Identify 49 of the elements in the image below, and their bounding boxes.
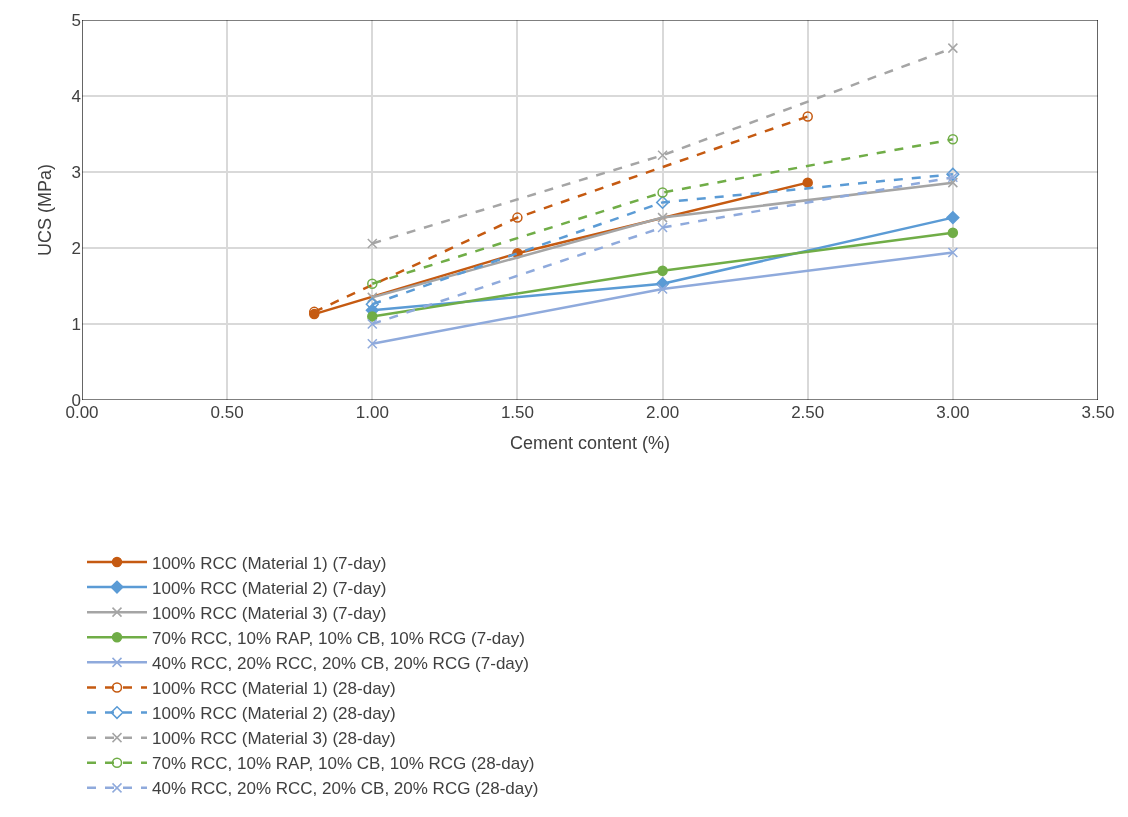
y-axis-title: UCS (MPa) xyxy=(34,163,55,257)
point xyxy=(947,227,959,239)
legend-label: 100% RCC (Material 2) (28-day) xyxy=(152,704,396,724)
point xyxy=(657,265,668,277)
point xyxy=(657,150,668,161)
x-axis-title: Cement content (%) xyxy=(509,433,671,454)
y-tick-label: 3 xyxy=(71,162,81,182)
point xyxy=(802,111,813,122)
point xyxy=(655,195,670,209)
point xyxy=(947,247,959,258)
point xyxy=(657,212,668,223)
legend-label: 40% RCC, 20% RCC, 20% CB, 20% RCG (28-day) xyxy=(152,779,539,799)
point xyxy=(365,297,379,311)
legend-label: 100% RCC (Material 3) (28-day) xyxy=(152,729,396,749)
legend-label: 100% RCC (Material 1) (7-day) xyxy=(152,553,387,573)
point xyxy=(947,172,959,183)
point xyxy=(367,238,378,249)
x-tick-label: 0.50 xyxy=(210,403,244,422)
point xyxy=(367,318,378,330)
x-tick-label: 1.00 xyxy=(355,403,389,422)
point xyxy=(512,212,523,223)
y-tick-label: 1 xyxy=(71,314,81,334)
point xyxy=(802,177,813,188)
legend-label: 70% RCC, 10% RAP, 10% CB, 10% RCG (7-day) xyxy=(152,628,525,648)
point xyxy=(367,311,378,322)
legend-label: 100% RCC (Material 1) (28-day) xyxy=(152,679,396,699)
legend-label: 70% RCC, 10% RAP, 10% CB, 10% RCG (28-day) xyxy=(152,754,535,774)
point xyxy=(657,283,668,295)
x-tick-label: 1.50 xyxy=(500,403,534,422)
point xyxy=(947,177,959,188)
point xyxy=(947,134,959,145)
legend-label: 100% RCC (Material 3) (7-day) xyxy=(152,603,387,623)
point xyxy=(367,292,378,303)
point xyxy=(367,278,378,289)
y-tick-label: 2 xyxy=(71,238,81,258)
point xyxy=(946,167,960,181)
x-tick-label: 3.50 xyxy=(1081,403,1115,422)
point xyxy=(947,42,959,54)
legend-label: 40% RCC, 20% RCC, 20% CB, 20% RCG (7-day) xyxy=(152,653,529,673)
y-tick-label: 4 xyxy=(71,86,81,106)
point xyxy=(367,338,378,350)
point xyxy=(657,222,668,233)
y-tick-label: 5 xyxy=(71,10,81,30)
x-tick-label: 2.50 xyxy=(791,403,825,422)
legend-label: 100% RCC (Material 2) (7-day) xyxy=(152,578,387,598)
point xyxy=(946,211,960,225)
x-tick-label: 3.00 xyxy=(936,403,970,422)
x-tick-label: 2.00 xyxy=(646,403,680,422)
point xyxy=(657,187,668,198)
